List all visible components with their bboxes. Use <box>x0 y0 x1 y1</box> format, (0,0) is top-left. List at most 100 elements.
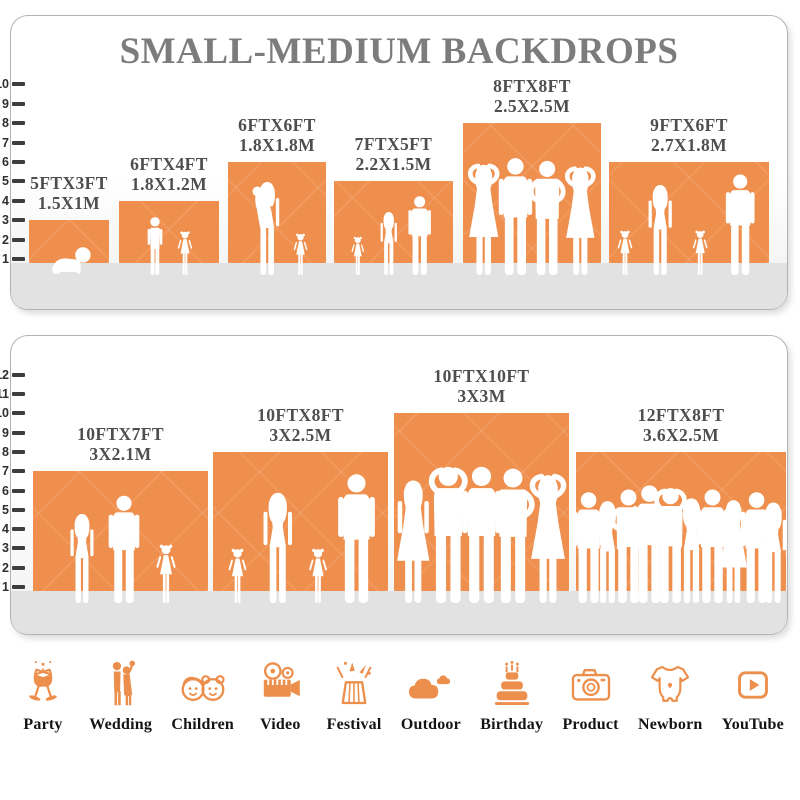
ruler-tick <box>12 392 25 396</box>
product-icon <box>571 668 610 701</box>
ruler-tick <box>12 527 25 532</box>
ruler-tick <box>12 237 25 242</box>
backdrop-rect <box>33 471 208 591</box>
size-m-text: 1.8X1.2M <box>130 173 208 194</box>
ruler-number: 6 <box>2 483 9 498</box>
category-label: Video <box>260 716 301 733</box>
size-ft-text: 12FTX8FT <box>637 404 725 425</box>
backdrop-size-label: 9FTX6FT 2.7X1.8M <box>650 115 728 155</box>
ruler-number: 2 <box>2 560 9 575</box>
backdrop-rect <box>609 162 769 263</box>
floor-strip <box>11 263 787 309</box>
ruler-tick <box>12 179 25 184</box>
ruler-tick <box>12 121 25 126</box>
ruler-number: 3 <box>2 212 9 227</box>
category-item-youtube: YouTube <box>722 658 784 734</box>
festival-icon <box>336 661 372 705</box>
backdrop-rect <box>334 181 453 263</box>
birthday-icon <box>494 660 529 705</box>
ruler-number: 10 <box>0 406 9 421</box>
children-icon <box>181 675 225 702</box>
ruler-tick <box>12 372 25 377</box>
category-item-children: Children <box>171 658 234 734</box>
category-label: Wedding <box>89 716 153 733</box>
size-m-text: 2.2X1.5M <box>355 154 432 175</box>
ruler-number: 2 <box>2 232 9 247</box>
size-m-text: 2.5X2.5M <box>493 96 571 117</box>
backdrop-size-label: 10FTX8FT 3X2.5M <box>257 405 344 445</box>
ruler-number: 4 <box>2 193 9 208</box>
ruler-tick <box>12 430 25 435</box>
ruler-number: 1 <box>2 251 9 266</box>
bottom-panel: 12345678910111210FTX7FT3X2.1M10FTX8FT3X2… <box>0 335 788 635</box>
category-item-birthday: Birthday <box>480 658 543 734</box>
size-m-text: 3X2.1M <box>89 444 152 465</box>
ruler-tick <box>12 565 25 570</box>
ruler-number: 7 <box>2 135 9 150</box>
backdrop-size-label: 6FTX4FT 1.8X1.2M <box>130 154 208 194</box>
backdrop-rect <box>119 200 219 263</box>
backdrop-size-label: 10FTX10FT 3X3M <box>434 366 530 406</box>
category-label: Outdoor <box>400 716 461 733</box>
ruler-number: 9 <box>2 425 9 440</box>
floor-strip <box>11 591 787 634</box>
size-ft-text: 10FTX8FT <box>257 404 344 425</box>
size-ft-text: 10FTX7FT <box>77 423 164 444</box>
ruler-tick <box>12 101 25 106</box>
category-item-festival: Festival <box>327 658 382 734</box>
category-item-video: Video <box>253 658 307 734</box>
size-ft-text: 8FTX8FT <box>493 75 571 96</box>
backdrop-size-label: 8FTX8FT 2.5X2.5M <box>493 76 571 116</box>
category-item-outdoor: Outdoor <box>401 658 461 734</box>
size-ft-text: 6FTX4FT <box>130 153 208 174</box>
size-ft-text: 10FTX10FT <box>433 366 530 387</box>
ruler-number: 8 <box>2 115 9 130</box>
video-icon <box>264 662 301 697</box>
backdrop-rect <box>463 123 601 263</box>
size-ft-text: 7FTX5FT <box>354 134 433 155</box>
ruler-number: 1 <box>2 579 9 594</box>
ruler-tick <box>12 449 25 454</box>
category-item-wedding: Wedding <box>89 658 152 734</box>
ruler-tick <box>12 82 25 87</box>
ruler-tick <box>12 546 25 551</box>
category-label: Newborn <box>637 716 703 733</box>
ruler-number: 11 <box>0 386 9 401</box>
ruler-number: 8 <box>2 444 9 459</box>
backdrop-rect <box>394 413 569 591</box>
size-m-text: 3.6X2.5M <box>642 424 720 445</box>
category-bar: Party Wedding Children Video Festival Outdoor… <box>0 658 800 734</box>
outdoor-icon <box>408 675 450 699</box>
category-label: Product <box>562 716 619 733</box>
size-ft-text: 9FTX6FT <box>650 114 728 135</box>
backdrop-size-label: 7FTX5FT 2.2X1.5M <box>355 134 433 174</box>
size-ft-text: 5FTX3FT <box>30 172 108 193</box>
size-m-text: 2.7X1.8M <box>650 134 728 155</box>
ruler-number: 9 <box>2 96 9 111</box>
youtube-icon <box>737 671 768 699</box>
category-label: Children <box>171 716 235 733</box>
category-label: Festival <box>326 716 382 733</box>
party-icon <box>29 660 57 701</box>
backdrop-rect <box>228 162 326 263</box>
backdrop-rect <box>213 451 388 591</box>
ruler-number: 6 <box>2 154 9 169</box>
size-m-text: 1.8X1.8M <box>238 134 316 155</box>
ruler-tick <box>12 160 25 164</box>
ruler-tick <box>12 507 25 512</box>
ruler-number: 7 <box>2 463 9 478</box>
backdrop-size-label: 5FTX3FT 1.5X1M <box>30 173 108 213</box>
category-label: YouTube <box>721 716 784 733</box>
category-label: Birthday <box>480 716 544 733</box>
ruler-tick <box>12 198 25 203</box>
ruler-tick <box>12 469 25 474</box>
page-title: SMALL-MEDIUM BACKDROPS <box>119 31 679 72</box>
ruler-tick <box>12 140 25 145</box>
ruler-number: 10 <box>0 77 9 92</box>
ruler-tick <box>12 411 25 416</box>
ruler-tick <box>12 488 25 493</box>
ruler-number: 5 <box>2 174 9 189</box>
size-m-text: 3X3M <box>457 386 506 407</box>
category-item-party: Party <box>16 658 70 734</box>
